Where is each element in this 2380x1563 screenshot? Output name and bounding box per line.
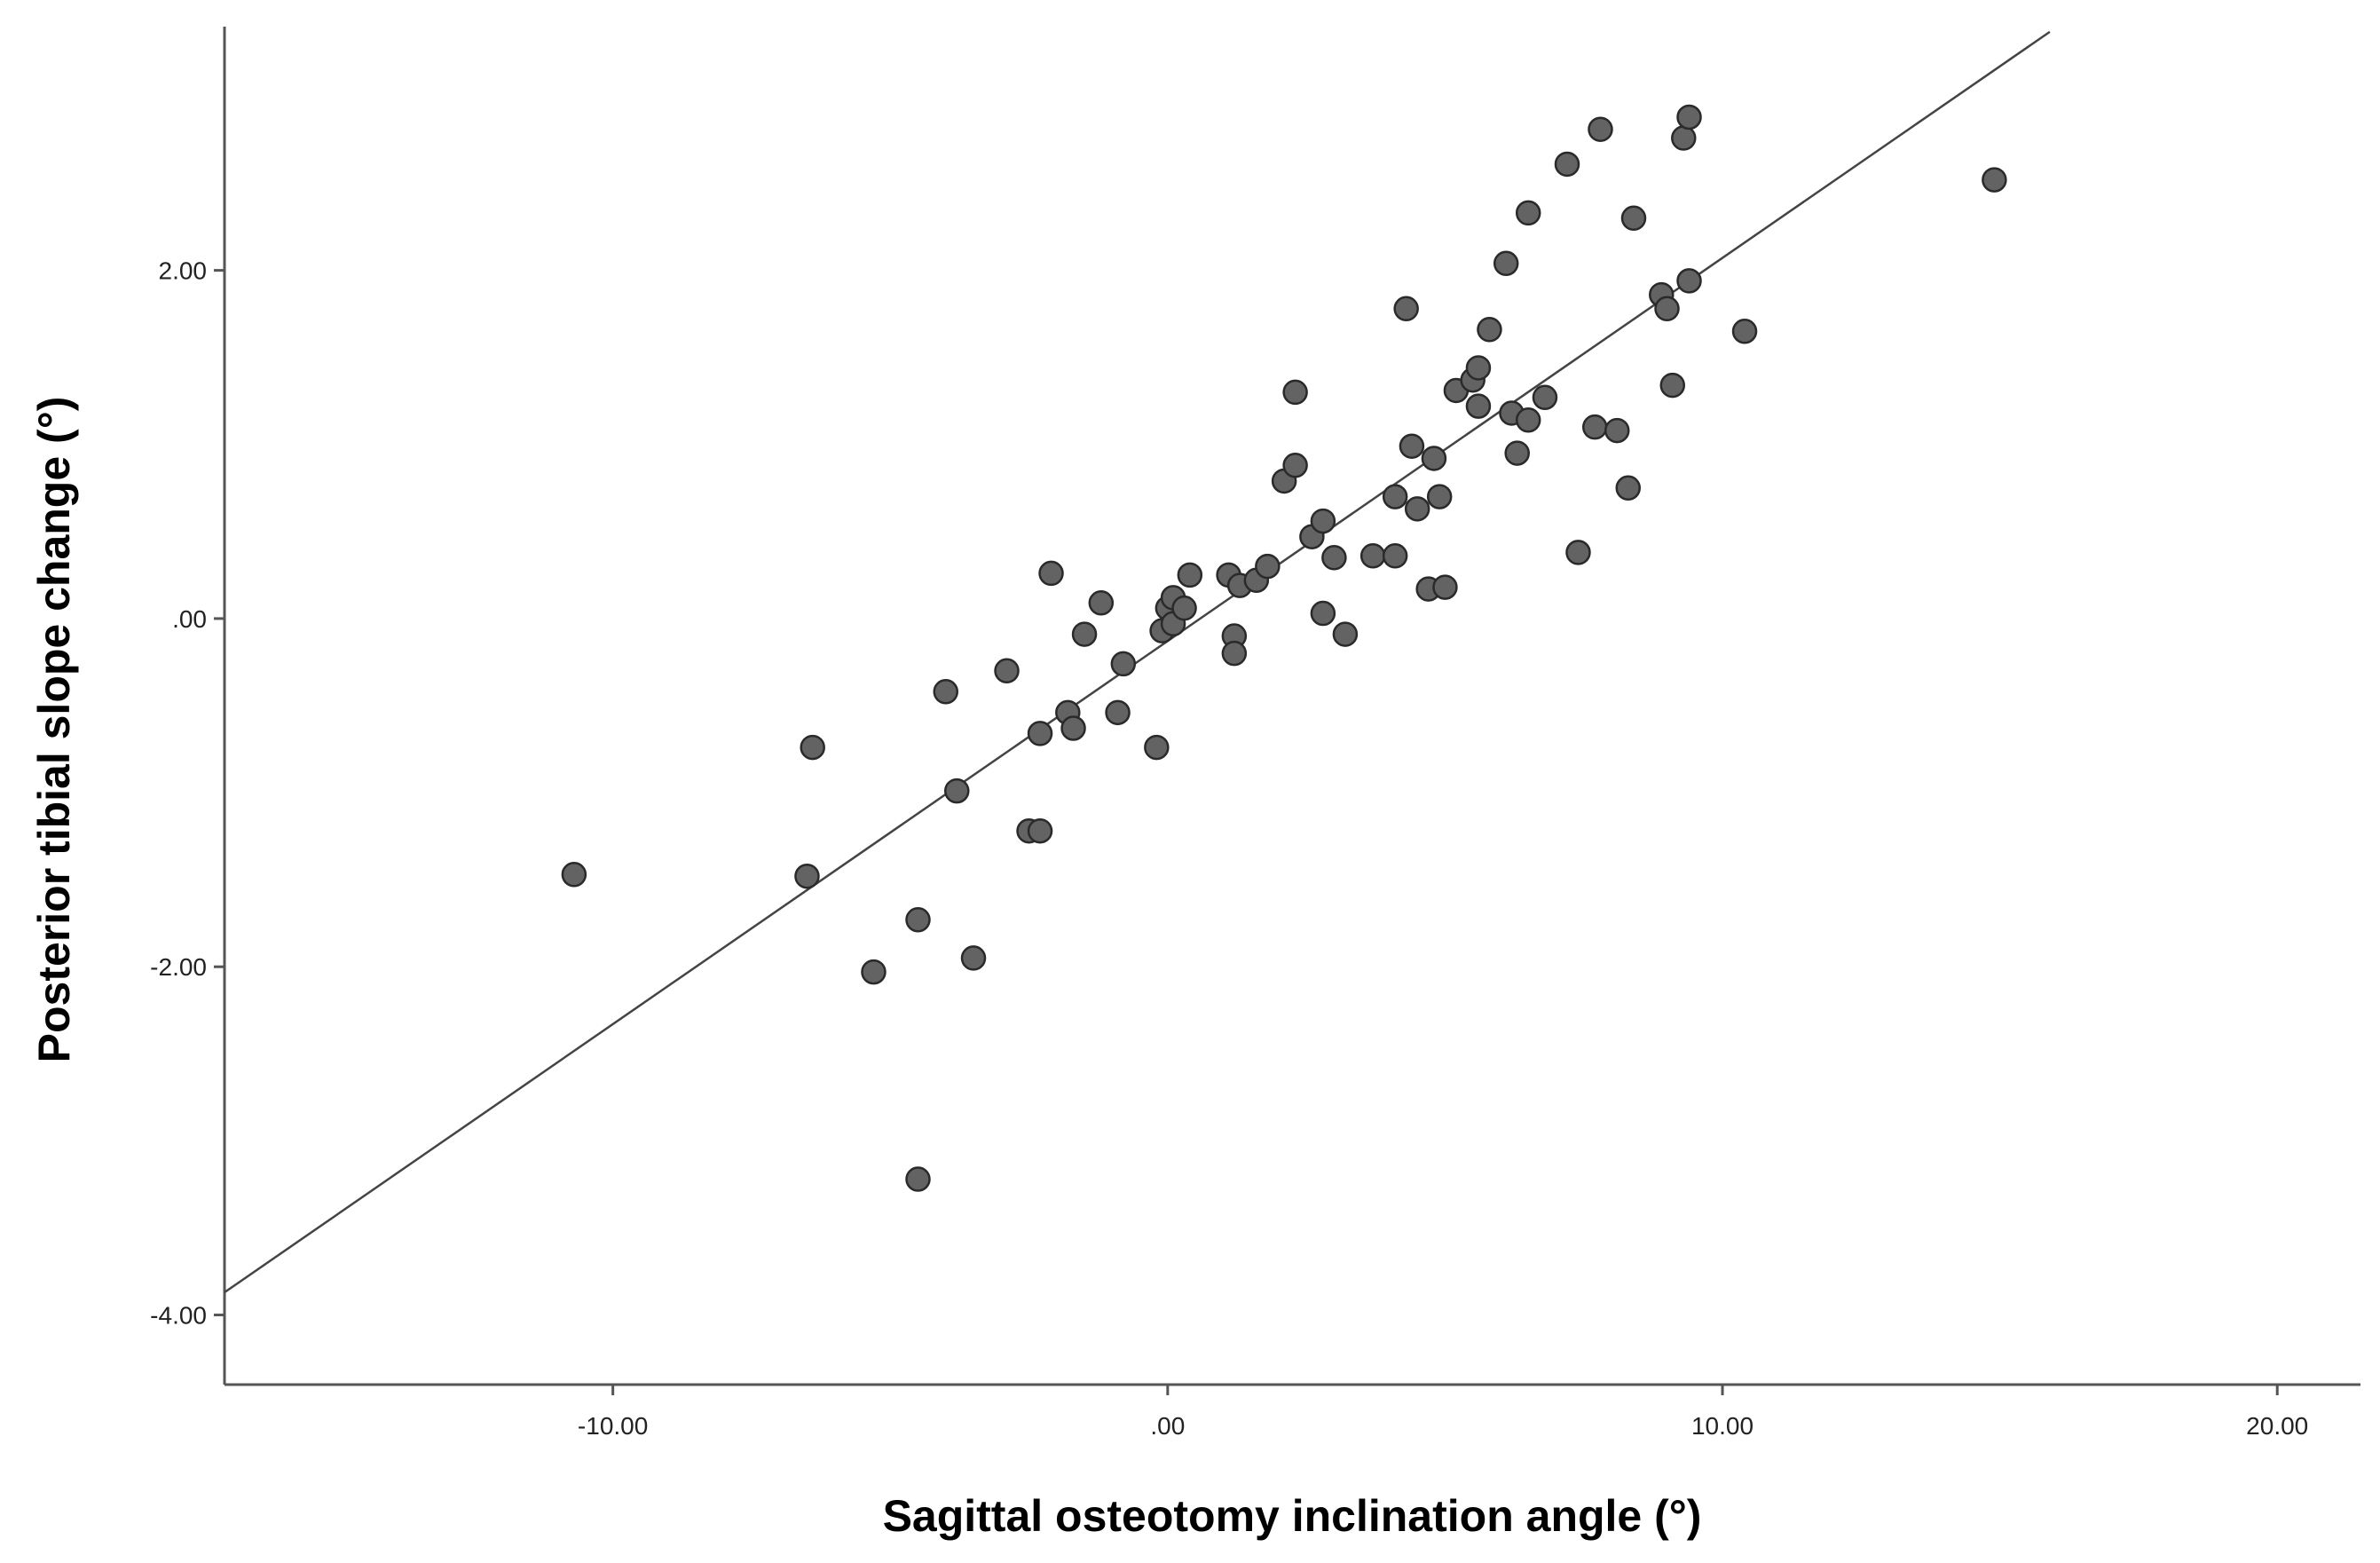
data-point	[1310, 600, 1336, 627]
data-point	[1982, 167, 2007, 193]
data-point	[800, 734, 825, 761]
data-point	[861, 959, 887, 985]
data-point	[1038, 560, 1064, 587]
data-point	[1515, 200, 1541, 226]
data-point	[1620, 205, 1647, 232]
data-point	[1282, 453, 1308, 478]
data-point	[1144, 734, 1170, 761]
data-point	[1105, 699, 1131, 726]
data-point	[1731, 319, 1758, 344]
data-point	[1421, 446, 1447, 471]
data-point	[1310, 508, 1336, 534]
data-point	[1382, 484, 1408, 509]
data-point	[1676, 104, 1702, 130]
data-point	[1321, 545, 1347, 571]
x-tick-label: .00	[1150, 1412, 1185, 1440]
data-point	[1659, 372, 1686, 399]
data-point	[1515, 407, 1541, 433]
x-tick-label: -10.00	[578, 1412, 648, 1440]
y-axis-title: Posterior tibial slope change (°)	[29, 397, 79, 1063]
data-point	[1477, 317, 1502, 343]
data-point	[1504, 440, 1530, 466]
y-tick-label: 2.00	[159, 257, 208, 285]
x-axis-title: Sagittal osteotomy inclination angle (°)	[883, 1491, 1702, 1541]
x-tick-label: 20.00	[2246, 1412, 2308, 1440]
data-point	[1110, 651, 1137, 677]
data-point	[905, 907, 931, 933]
data-point	[1221, 640, 1248, 667]
x-tick-label: 10.00	[1691, 1412, 1753, 1440]
data-point	[794, 863, 820, 889]
data-point	[1654, 296, 1680, 322]
data-point	[1332, 621, 1359, 647]
data-point	[1359, 543, 1386, 569]
y-tick-label: -2.00	[150, 953, 207, 981]
fit-line	[224, 30, 2051, 1294]
data-point	[1177, 562, 1203, 588]
data-point	[1588, 116, 1613, 142]
data-point	[1671, 125, 1697, 151]
data-point	[944, 778, 970, 804]
data-point	[1465, 355, 1492, 381]
data-point	[1493, 250, 1519, 277]
data-point	[1404, 496, 1430, 522]
data-point	[1060, 715, 1086, 741]
data-point	[1382, 543, 1408, 569]
data-point	[1581, 414, 1608, 440]
data-point	[1027, 817, 1053, 844]
data-point	[1171, 595, 1197, 621]
data-point	[994, 658, 1020, 684]
data-point	[933, 679, 959, 705]
data-point	[1071, 621, 1098, 647]
data-point	[1282, 379, 1308, 406]
y-axis-ticks: -4.00 -2.00 .00 2.00	[150, 257, 225, 1330]
data-point	[1027, 721, 1053, 746]
y-tick-label: -4.00	[150, 1302, 207, 1330]
data-point	[1554, 151, 1580, 178]
data-point	[1255, 553, 1281, 580]
data-point	[1432, 574, 1458, 600]
data-point	[905, 1166, 931, 1192]
data-point	[1615, 475, 1641, 501]
y-tick-label: .00	[172, 605, 207, 633]
data-point	[1676, 268, 1702, 294]
data-point	[1565, 540, 1591, 565]
data-point	[1604, 417, 1630, 444]
data-point	[1393, 296, 1419, 322]
data-point	[1088, 590, 1115, 616]
data-point	[1465, 393, 1492, 419]
data-point	[960, 945, 987, 971]
data-point	[1426, 484, 1453, 509]
data-point	[1532, 384, 1558, 411]
x-axis-ticks: -10.00 .00 10.00 20.00	[578, 1385, 2308, 1440]
data-point	[561, 862, 587, 888]
data-point	[1399, 433, 1425, 459]
data-points	[561, 104, 2007, 1192]
